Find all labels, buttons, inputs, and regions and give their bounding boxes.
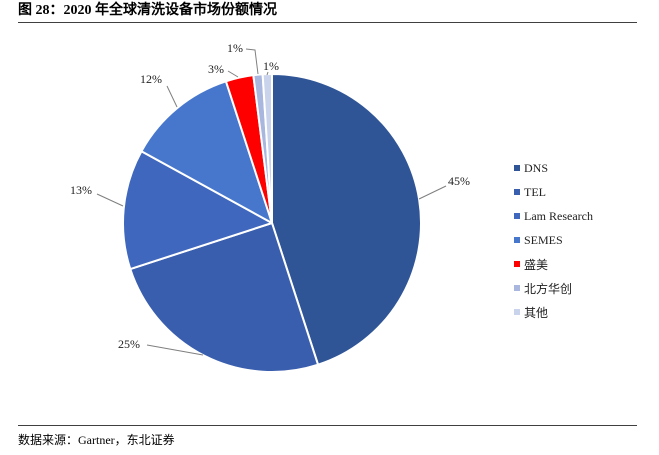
legend-label: 其他 [524,305,549,320]
leader-line-tel [146,344,204,356]
data-label-dns: 45% [448,174,470,188]
leader-line-dns [418,185,447,200]
data-label-naura: 1% [227,41,243,55]
legend-item-naura: 北方华创 [514,276,644,300]
figure-title: 图 28：2020 年全球清洗设备市场份额情况 [18,3,277,18]
legend-item-tel: TEL [514,180,644,204]
legend-swatch [514,285,520,291]
legend-item-others: 其他 [514,300,644,324]
legend-label: Lam Research [524,208,593,223]
legend-swatch [514,213,520,219]
data-label-semes: 12% [140,72,162,86]
pie-slice-lam-research [122,150,273,271]
data-label-others: 1% [263,59,279,73]
leader-line-others [266,71,269,76]
legend-item-semes: SEMES [514,228,644,252]
footer-divider [18,425,637,426]
legend-label: 盛美 [524,257,549,272]
pie-slice-semes [140,80,273,224]
legend-swatch [514,165,520,171]
leader-line-semes [166,85,178,108]
legend-swatch [514,237,520,243]
legend-item-lam-research: Lam Research [514,204,644,228]
legend-swatch [514,309,520,315]
chart-legend: DNS TEL Lam Research SEMES 盛美 北方华创 其他 [514,156,644,324]
legend-label: 北方华创 [524,281,573,296]
leader-line-lam-research [96,193,124,207]
legend-label: DNS [524,160,549,175]
pie-slice-dns [271,73,422,366]
legend-swatch [514,261,520,267]
legend-item-dns: DNS [514,156,644,180]
leader-line-naura [245,48,259,75]
legend-item-acm-research: 盛美 [514,252,644,276]
data-label-acm-research: 3% [208,62,224,76]
data-label-tel: 25% [118,337,140,351]
leader-lines [96,48,447,356]
data-labels: 45%25%13%12%3%1%1% [70,41,470,351]
legend-swatch [514,189,520,195]
pie-slice-tel [129,222,320,373]
data-label-lam-research: 13% [70,183,92,197]
leader-line-acm-research [227,70,239,78]
title-divider [18,22,637,23]
source-note: 数据来源：Gartner，东北证券 [18,433,175,447]
pie-slices [122,72,422,373]
legend-label: TEL [524,184,546,199]
legend-label: SEMES [524,232,563,247]
